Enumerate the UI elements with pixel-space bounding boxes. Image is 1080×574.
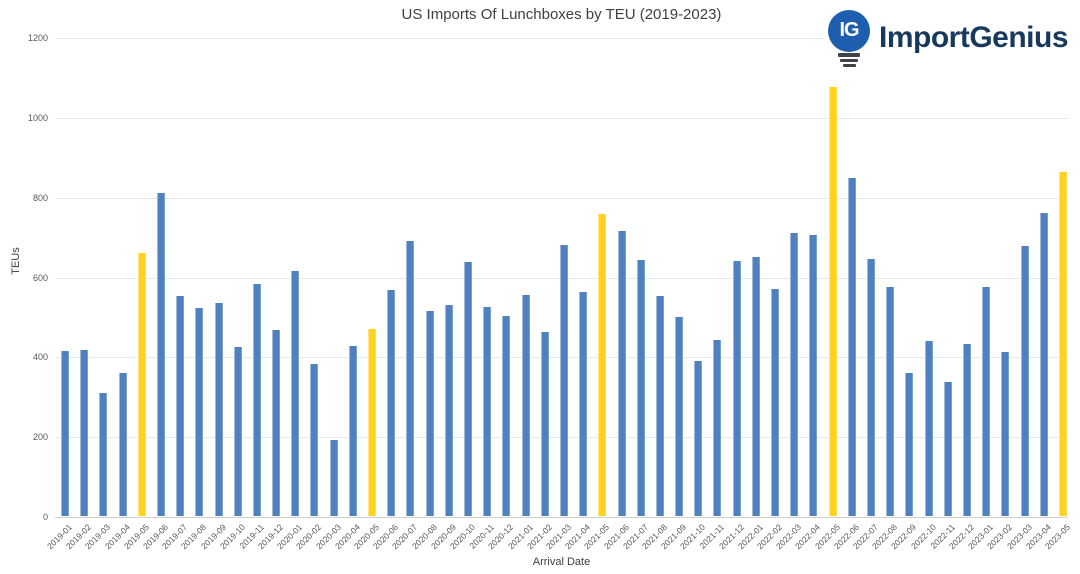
bar-2019-06 [156, 193, 165, 516]
bar-2020-11 [483, 307, 492, 516]
bar-2020-06 [387, 290, 396, 516]
bar-2020-03 [329, 440, 338, 516]
bar-2022-12 [962, 344, 971, 516]
bar-2021-12 [732, 261, 741, 516]
bar-2022-01 [751, 257, 760, 516]
y-tick-label: 0 [42, 512, 48, 522]
bar-2019-04 [118, 373, 127, 516]
bulb-screw-base [838, 52, 860, 67]
bar-2023-03 [1020, 246, 1029, 516]
y-tick-label: 800 [32, 192, 48, 203]
bar-2021-02 [540, 332, 549, 516]
bar-2020-08 [425, 311, 434, 516]
bar-2019-11 [252, 284, 261, 516]
bar-2020-05 [368, 329, 377, 516]
x-axis-label: Arrival Date [532, 556, 591, 568]
gridline [55, 117, 1068, 119]
bar-2021-03 [559, 245, 568, 516]
gridline [55, 197, 1068, 199]
importgenius-logo: IG ImportGenius [824, 6, 1073, 70]
bar-2021-08 [655, 296, 664, 516]
bar-2021-07 [636, 260, 645, 516]
bar-2019-07 [176, 296, 185, 516]
bar-2023-05 [1058, 172, 1067, 516]
bar-2023-01 [982, 287, 991, 516]
bar-2022-05 [828, 87, 837, 516]
bar-2022-03 [790, 233, 799, 516]
bar-2022-06 [847, 178, 856, 516]
y-tick-label: 1200 [27, 33, 48, 43]
y-tick-label: 600 [32, 272, 48, 283]
y-tick-label: 400 [32, 352, 48, 363]
bar-2022-04 [809, 235, 818, 516]
bar-2023-04 [1039, 213, 1048, 516]
bar-2021-01 [521, 295, 530, 516]
y-tick-label: 200 [32, 432, 48, 443]
lightbulb-icon: IG [828, 9, 870, 67]
bar-2020-01 [291, 271, 300, 516]
bar-2021-10 [694, 361, 703, 516]
bar-2019-12 [272, 330, 281, 516]
bar-2020-07 [406, 241, 415, 516]
plot-area [55, 38, 1068, 518]
bar-2022-07 [866, 259, 875, 516]
ig-monogram-icon: IG [828, 9, 870, 52]
page-title: US Imports Of Lunchboxes by TEU (2019-20… [401, 6, 722, 23]
bar-2023-02 [1001, 352, 1010, 516]
brand-name: ImportGenius [879, 21, 1069, 54]
bar-2020-09 [444, 305, 453, 516]
bar-2021-05 [598, 214, 607, 516]
bar-2020-02 [310, 364, 319, 516]
gridline [55, 517, 1068, 518]
bar-2019-02 [80, 350, 89, 516]
gridline [55, 38, 1068, 39]
bar-2020-10 [463, 262, 472, 516]
bar-2020-04 [348, 346, 357, 516]
bar-2021-04 [579, 292, 588, 516]
bar-2022-10 [924, 341, 933, 516]
bar-2021-06 [617, 231, 626, 516]
bar-2022-02 [771, 289, 780, 516]
bar-2019-01 [61, 351, 69, 516]
bar-2019-10 [233, 347, 242, 516]
bar-2021-09 [675, 317, 684, 516]
bar-2020-12 [502, 316, 511, 516]
bar-2022-08 [886, 287, 895, 516]
bar-2019-05 [137, 253, 146, 516]
bar-2022-11 [943, 382, 952, 516]
bar-2019-08 [195, 308, 204, 516]
y-axis-label: TEUs [9, 247, 22, 275]
bar-2019-03 [99, 393, 108, 516]
bar-2022-09 [905, 373, 914, 516]
bar-2021-11 [713, 340, 722, 516]
y-tick-label: 1000 [27, 112, 48, 123]
bar-2019-09 [214, 303, 223, 516]
